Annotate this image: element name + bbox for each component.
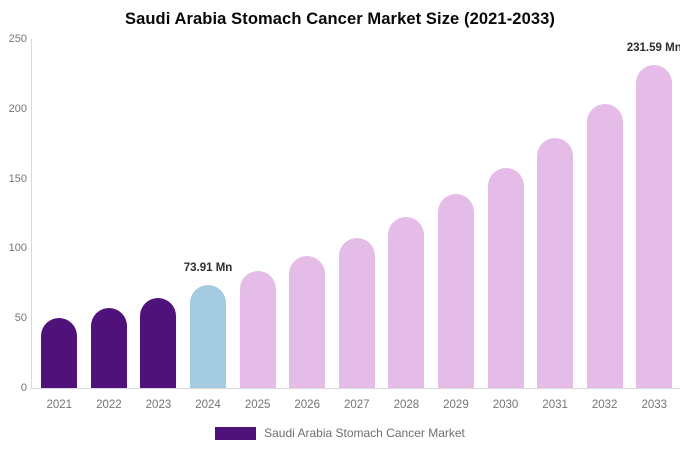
x-tick-label: 2021	[46, 399, 73, 411]
bar-2033	[636, 65, 673, 389]
legend-swatch	[215, 426, 257, 440]
bar-2021	[41, 318, 78, 389]
bar-2023	[140, 297, 177, 389]
bar-2031	[537, 137, 574, 389]
x-tick-label: 2024	[195, 399, 221, 411]
bar-2025	[239, 271, 276, 389]
x-tick-label: 2023	[145, 399, 172, 411]
x-tick-label: 2031	[542, 399, 568, 411]
y-tick-label: 250	[8, 33, 27, 46]
x-tick-label: 2033	[641, 399, 668, 411]
bar-2029	[437, 194, 474, 389]
value-label-2033: 231.59 Mn	[626, 42, 680, 55]
bar-2030	[487, 167, 524, 389]
chart-title: Saudi Arabia Stomach Cancer Market Size …	[125, 10, 555, 28]
y-tick-label: 150	[8, 172, 27, 185]
bar-2026	[289, 255, 326, 389]
legend-label: Saudi Arabia Stomach Cancer Market	[264, 426, 465, 440]
legend: Saudi Arabia Stomach Cancer Market	[0, 426, 680, 440]
x-tick-label: 2025	[244, 399, 271, 411]
y-tick-label: 50	[14, 312, 27, 325]
x-tick-label: 2032	[591, 399, 618, 411]
x-tick-label: 2027	[343, 399, 370, 411]
bar-2027	[338, 237, 375, 389]
x-axis-line	[31, 388, 680, 389]
x-tick-label: 2028	[393, 399, 420, 411]
y-tick-label: 0	[20, 382, 27, 394]
x-tick-label: 2026	[294, 399, 320, 411]
bar-2022	[90, 308, 127, 389]
x-tick-label: 2029	[443, 399, 469, 411]
value-label-2024: 73.91 Mn	[183, 262, 233, 275]
bar-2024	[190, 285, 227, 389]
y-axis-line	[31, 39, 32, 389]
bar-2032	[586, 103, 623, 389]
y-tick-label: 200	[8, 102, 27, 115]
x-tick-label: 2022	[96, 399, 122, 411]
bar-2028	[388, 217, 425, 389]
x-tick-label: 2030	[492, 399, 519, 411]
y-tick-label: 100	[8, 242, 27, 255]
